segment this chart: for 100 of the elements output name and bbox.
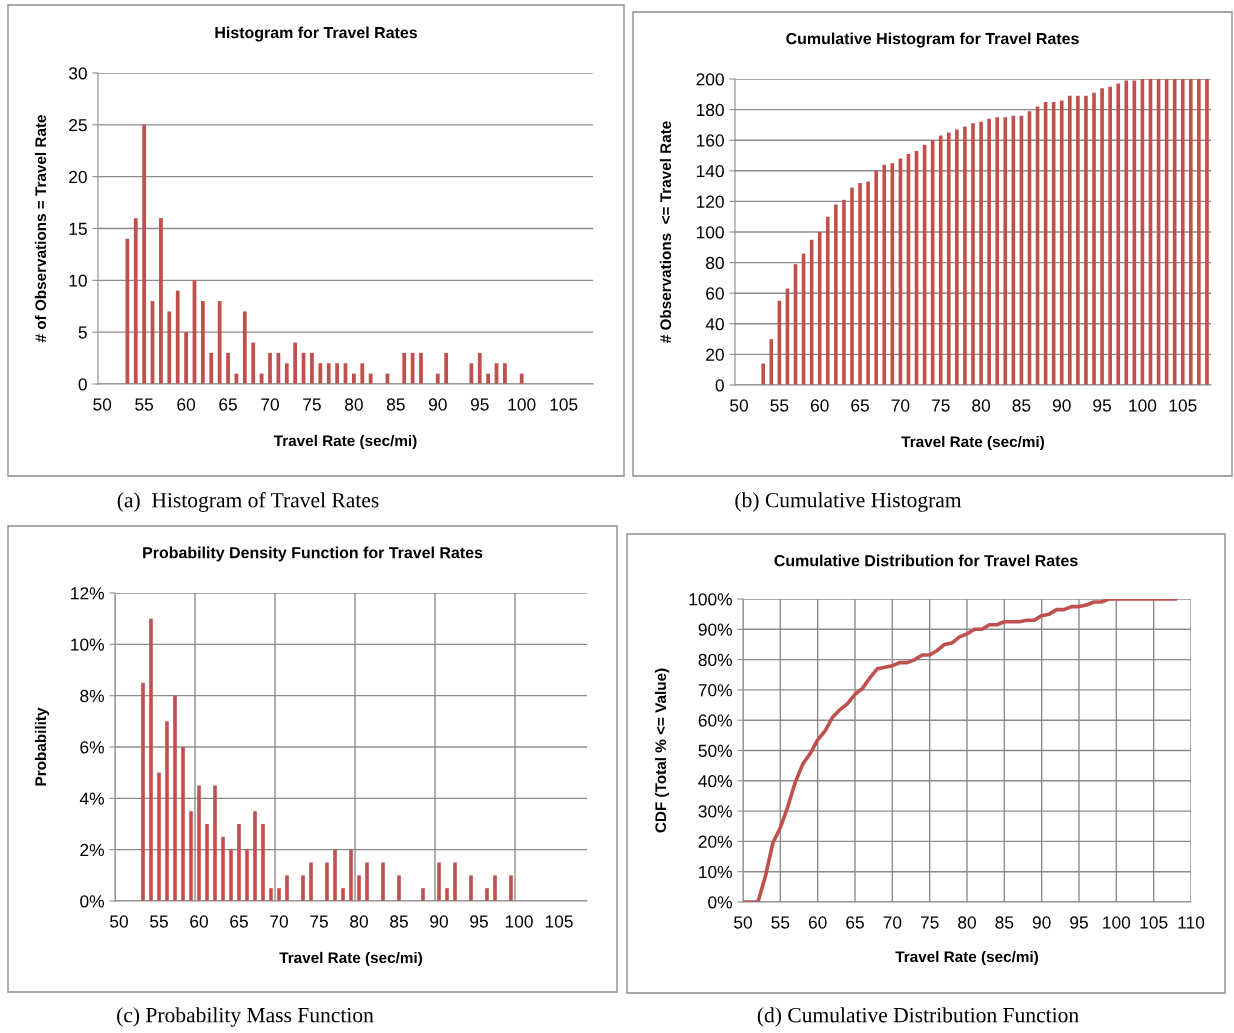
bar (1068, 95, 1072, 385)
bar (181, 747, 185, 901)
bar (165, 721, 169, 901)
chart-title: Probability Density Function for Travel Rates (143, 546, 483, 562)
bar (469, 875, 473, 901)
bar (1003, 117, 1008, 385)
bar (360, 363, 365, 384)
y-tick-label: 40 (705, 317, 724, 331)
y-tick-label: 90% (698, 623, 732, 636)
x-tick-label: 70 (270, 915, 288, 928)
bar (200, 301, 205, 384)
bar (133, 218, 138, 384)
y-tick-label: 30% (698, 805, 732, 818)
bar (268, 352, 272, 384)
bar (987, 118, 991, 385)
x-tick-label: 80 (344, 398, 363, 411)
bar (159, 218, 163, 384)
bar (173, 695, 177, 901)
bar (149, 618, 153, 901)
bar (1180, 79, 1185, 385)
y-axis-title: # Observations <= Travel Rate (659, 121, 672, 343)
x-axis-title: Travel Rate (sec/mi) (895, 950, 1038, 966)
x-tick-label: 100 (508, 398, 536, 411)
bar (1076, 95, 1080, 385)
chart-title: Cumulative Histogram for Travel Rates (786, 32, 1079, 48)
y-tick-label: 5 (78, 326, 87, 339)
bar (946, 132, 951, 385)
bar (276, 352, 281, 384)
x-tick-label: 70 (891, 399, 910, 412)
x-axis-title: Travel Rate (sec/mi) (279, 951, 422, 967)
bar (1197, 79, 1201, 385)
bar (938, 135, 943, 385)
y-tick-label: 0 (78, 378, 87, 391)
bar (519, 373, 524, 384)
x-tick-label: 65 (230, 915, 248, 928)
y-axis-title: # of Observations = Travel Rate (34, 115, 47, 343)
x-tick-label: 60 (810, 399, 829, 412)
bar (253, 811, 257, 901)
bar (357, 875, 361, 901)
y-tick-label: 30 (68, 67, 87, 80)
bar (453, 862, 457, 901)
y-tick-label: 20 (69, 170, 87, 184)
bar (221, 836, 225, 901)
x-tick-label: 55 (771, 916, 790, 929)
x-tick-label: 50 (93, 398, 112, 411)
bar (1189, 79, 1193, 385)
y-tick-label: 140 (696, 164, 724, 178)
bar (1100, 88, 1104, 385)
x-tick-label: 60 (190, 915, 208, 928)
bar (301, 875, 305, 901)
y-tick-label: 160 (696, 134, 724, 147)
x-tick-label: 105 (1140, 916, 1168, 929)
x-tick-label: 50 (730, 399, 749, 412)
bar (825, 216, 830, 385)
y-tick-label: 15 (69, 222, 87, 235)
x-tick-label: 65 (219, 398, 237, 411)
bar (486, 373, 491, 384)
bar (1084, 95, 1088, 385)
bar (421, 888, 425, 901)
y-tick-label: 50% (698, 744, 732, 757)
bar (293, 342, 298, 384)
bar (842, 199, 846, 385)
x-tick-label: 90 (430, 915, 448, 928)
bar (503, 363, 507, 384)
bar (142, 124, 147, 384)
bar (197, 785, 201, 901)
bar (310, 352, 314, 384)
x-tick-label: 95 (470, 915, 488, 928)
y-tick-label: 10% (71, 638, 104, 651)
bar (509, 875, 513, 901)
x-tick-label: 55 (770, 399, 789, 412)
bar (769, 339, 774, 385)
bar (410, 352, 415, 384)
chart-title: Histogram for Travel Rates (215, 26, 417, 42)
x-tick-label: 70 (883, 916, 902, 929)
bar (850, 187, 854, 385)
x-tick-label: 105 (545, 915, 573, 928)
text: (c) Probability Mass Function (117, 1007, 374, 1027)
bar (284, 363, 289, 384)
bar (368, 373, 373, 384)
x-tick-label: 60 (808, 916, 827, 929)
y-tick-label: 2% (80, 843, 104, 857)
x-tick-label: 85 (386, 398, 405, 411)
x-tick-label: 100 (505, 915, 533, 928)
bar (817, 232, 822, 385)
bar (141, 682, 145, 901)
bar (318, 363, 323, 384)
y-tick-label: 200 (696, 73, 724, 86)
bar (309, 862, 313, 901)
text: (a) Histogram of Travel Rates (117, 492, 379, 512)
x-tick-label: 90 (1032, 916, 1051, 929)
bar (834, 204, 838, 385)
x-tick-label: 85 (1012, 399, 1031, 412)
x-tick-label: 110 (1178, 916, 1205, 929)
x-tick-label: 55 (150, 915, 168, 928)
y-tick-label: 80 (706, 256, 724, 270)
y-tick-label: 100% (689, 593, 732, 606)
x-tick-label: 80 (958, 916, 976, 929)
y-tick-label: 60% (698, 714, 732, 727)
bar (217, 301, 222, 384)
